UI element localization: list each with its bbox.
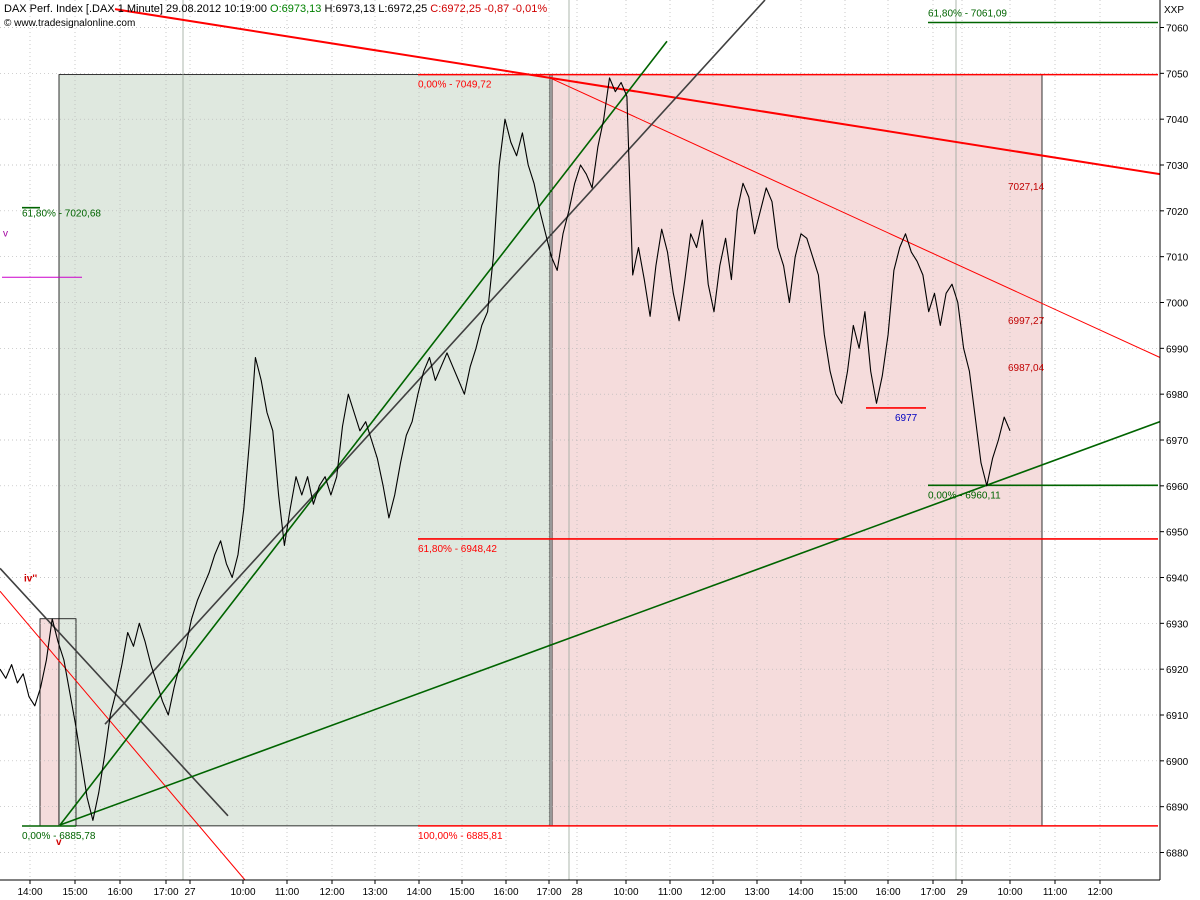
x-axis-background (0, 880, 1200, 900)
x-tick-label-4: 27 (184, 887, 196, 898)
y-tick-label-11: 6990 (1166, 344, 1189, 355)
website-text: www.tradesignalonline.com (14, 18, 136, 29)
y-tick-label-2: 6900 (1166, 757, 1189, 768)
y-tick-label-5: 6930 (1166, 619, 1189, 630)
x-tick-label-17: 13:00 (744, 887, 769, 898)
y-tick-label-10: 6980 (1166, 390, 1189, 401)
website-label: © www.tradesignalonline.com (4, 18, 135, 29)
level-label-6977: 6977 (895, 413, 918, 424)
x-tick-label-1: 15:00 (62, 887, 87, 898)
x-tick-label-9: 14:00 (406, 887, 431, 898)
x-tick-label-11: 16:00 (493, 887, 518, 898)
red-retracement-zone (551, 74, 1043, 827)
x-tick-label-8: 13:00 (362, 887, 387, 898)
header-low: L:6972,25 (378, 3, 428, 15)
fib-level-label-0: 61,80% - 7061,09 (928, 9, 1007, 20)
y-tick-label-3: 6910 (1166, 711, 1189, 722)
x-tick-label-6: 11:00 (275, 887, 300, 898)
green-trend-line-steep (59, 40, 668, 826)
header-open: O:6973,13 (270, 3, 322, 15)
y-tick-label-4: 6920 (1166, 665, 1189, 676)
small-green-zone (58, 618, 77, 827)
fib-level-label-6: 0,00% - 6885,78 (22, 831, 96, 842)
x-tick-label-2: 16:00 (107, 887, 132, 898)
fib-level-label-3: 0,00% - 6960,11 (928, 490, 1001, 501)
header-high: H:6973,13 (324, 3, 376, 15)
x-tick-label-25: 12:00 (1087, 887, 1112, 898)
y-tick-label-14: 7020 (1166, 207, 1189, 218)
instrument-name: DAX Perf. Index [.DAX 1 Minute] (4, 3, 163, 15)
grey-trend-line-down (0, 567, 229, 817)
x-tick-label-22: 29 (956, 887, 968, 898)
grey-trend-line-up (104, 0, 766, 725)
fib-level-label-1: 0,00% - 7049,72 (418, 80, 492, 91)
y-axis-symbol: XXP (1164, 5, 1184, 16)
x-tick-label-15: 11:00 (658, 887, 683, 898)
x-tick-label-16: 12:00 (700, 887, 725, 898)
fib-level-label-2: 61,80% - 7020,68 (22, 209, 101, 220)
x-tick-label-23: 10:00 (997, 887, 1022, 898)
x-tick-label-3: 17:00 (153, 887, 178, 898)
level-label-6987: 6987,04 (1008, 363, 1045, 374)
fib-level-label-5: 100,00% - 6885,81 (418, 831, 503, 842)
x-tick-label-21: 17:00 (920, 887, 945, 898)
chart-header: DAX Perf. Index [.DAX 1 Minute] 29.08.20… (4, 3, 547, 15)
header-datetime: 29.08.2012 10:19:00 (166, 3, 267, 15)
green-retracement-zone (58, 74, 551, 827)
price-line (0, 77, 1011, 821)
x-tick-label-20: 16:00 (875, 887, 900, 898)
green-trend-line-shallow (59, 420, 1161, 826)
copyright-icon: © (4, 18, 12, 29)
x-tick-label-24: 11:00 (1043, 887, 1068, 898)
fib-level-label-4: 61,80% - 6948,42 (418, 544, 497, 555)
y-tick-label-17: 7050 (1166, 69, 1189, 80)
resistance-line-left (0, 590, 246, 881)
marker-v: v (3, 228, 8, 239)
x-tick-label-13: 28 (571, 887, 583, 898)
x-tick-label-0: 14:00 (17, 887, 42, 898)
x-tick-label-10: 15:00 (449, 887, 474, 898)
wave-label-v: v (56, 837, 62, 848)
x-tick-label-18: 14:00 (788, 887, 813, 898)
wave-label-iv: iv'' (24, 574, 37, 585)
x-tick-label-14: 10:00 (613, 887, 638, 898)
resistance-line-major (114, 8, 1161, 176)
x-tick-label-5: 10:00 (230, 887, 255, 898)
y-tick-label-1: 6890 (1166, 803, 1189, 814)
y-tick-label-12: 7000 (1166, 299, 1189, 310)
y-tick-label-15: 7030 (1166, 161, 1189, 172)
x-tick-label-12: 17:00 (536, 887, 561, 898)
y-tick-label-16: 7040 (1166, 115, 1189, 126)
y-tick-label-6: 6940 (1166, 574, 1189, 585)
y-tick-label-0: 6880 (1166, 849, 1189, 860)
level-label-7027: 7027,14 (1008, 182, 1045, 193)
y-axis-background (1160, 0, 1200, 900)
level-label-6997: 6997,27 (1008, 316, 1045, 327)
y-tick-label-9: 6970 (1166, 436, 1189, 447)
y-tick-label-13: 7010 (1166, 253, 1189, 264)
y-tick-label-8: 6960 (1166, 482, 1189, 493)
y-tick-label-18: 7060 (1166, 24, 1189, 35)
y-tick-label-7: 6950 (1166, 528, 1189, 539)
x-tick-label-19: 15:00 (832, 887, 857, 898)
x-tick-label-7: 12:00 (319, 887, 344, 898)
header-close: C:6972,25 -0,87 -0,01% (430, 3, 548, 15)
